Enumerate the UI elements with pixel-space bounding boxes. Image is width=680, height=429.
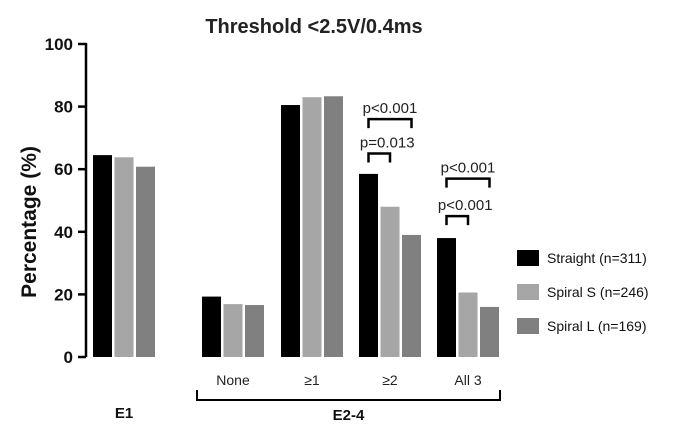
category-label: ≥2 — [382, 372, 398, 388]
y-tick-label: 40 — [54, 223, 73, 242]
bar — [93, 155, 112, 357]
bar — [114, 157, 134, 357]
significance-bracket — [367, 152, 392, 163]
significance-annotations: p<0.001 p=0.013 p<0.001 p<0.001 — [360, 100, 496, 226]
legend: Straight (n=311) Spiral S (n=246) Spiral L… — [517, 250, 649, 334]
bars — [93, 96, 499, 358]
y-axis-label: Percentage (%) — [18, 146, 41, 298]
category-label: None — [216, 372, 250, 388]
bar — [458, 292, 478, 357]
bar — [245, 305, 264, 357]
bar — [302, 97, 322, 358]
y-tick-label: 60 — [54, 160, 73, 179]
y-tick-label: 20 — [54, 285, 73, 304]
group-labels: E1 E2-4 — [115, 390, 501, 424]
p-value-label: p=0.013 — [360, 135, 415, 152]
x-axis-labels: None ≥1 ≥2 All 3 — [216, 372, 482, 388]
bar — [223, 304, 243, 357]
legend-label: Spiral L (n=169) — [547, 318, 646, 334]
p-value-label: p<0.001 — [363, 100, 418, 117]
bar — [324, 96, 343, 358]
significance-bracket — [445, 214, 470, 226]
bar — [380, 206, 400, 357]
group-bracket-e2-4 — [196, 390, 501, 401]
bar — [281, 105, 300, 357]
category-label: ≥1 — [304, 372, 320, 388]
significance-bracket — [445, 177, 491, 188]
bar — [480, 306, 499, 357]
bar — [202, 296, 221, 357]
chart-title: Threshold <2.5V/0.4ms — [205, 16, 422, 38]
legend-swatch — [517, 284, 539, 300]
significance-bracket — [367, 117, 413, 129]
bar — [136, 166, 155, 357]
group-label-e1: E1 — [115, 405, 133, 422]
legend-swatch — [517, 318, 539, 334]
y-tick-label: 80 — [54, 98, 73, 117]
legend-swatch — [517, 250, 539, 266]
category-label: All 3 — [454, 372, 481, 388]
p-value-label: p<0.001 — [438, 197, 493, 214]
bar — [359, 173, 378, 357]
y-tick-label: 100 — [45, 35, 73, 54]
legend-label: Straight (n=311) — [547, 250, 647, 266]
p-value-label: p<0.001 — [441, 160, 496, 177]
bar — [402, 234, 421, 357]
y-axis: 0 20 40 60 80 100 — [45, 35, 88, 367]
legend-label: Spiral S (n=246) — [547, 284, 649, 300]
bar — [437, 238, 456, 357]
group-label-e2-4: E2-4 — [333, 407, 365, 424]
y-tick-label: 0 — [64, 348, 73, 367]
